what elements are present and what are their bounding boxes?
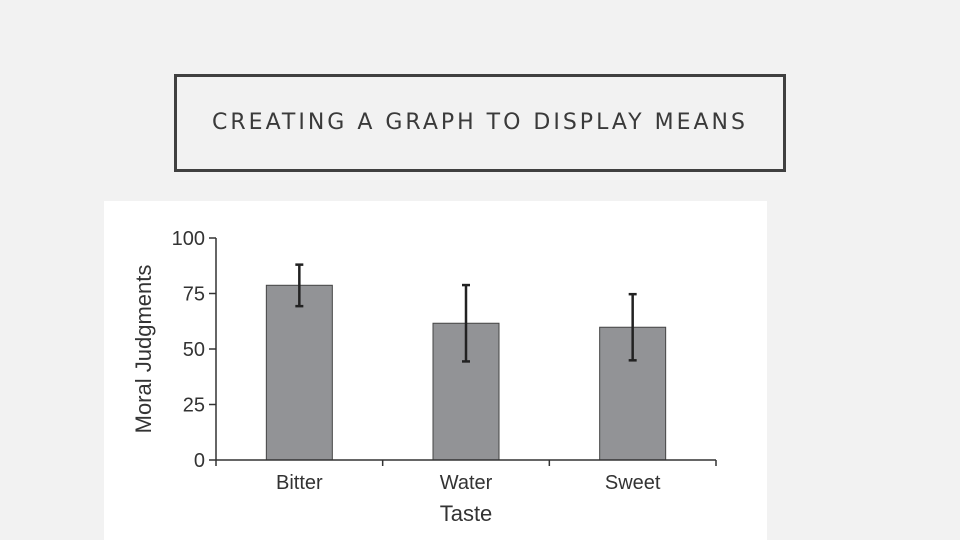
chart-panel: 0 25 50 75 100 Bitter Water Sweet Moral Judgme… <box>104 201 767 540</box>
x-tick-label: Water <box>440 472 493 494</box>
y-axis-title: Moral Judgments <box>131 265 156 434</box>
slide-title-box: CREATING A GRAPH TO DISPLAY MEANS <box>174 74 786 172</box>
y-tick-label: 100 <box>172 228 205 250</box>
bar-bitter <box>265 284 333 461</box>
bars <box>265 284 667 461</box>
bar-chart: 0 25 50 75 100 Bitter Water Sweet Moral Judgme… <box>131 228 717 526</box>
error-bars <box>295 263 637 363</box>
y-axis-ticks: 0 25 50 75 100 <box>172 228 216 472</box>
x-axis-ticks: Bitter Water Sweet <box>215 460 717 494</box>
y-tick-label: 75 <box>183 284 205 306</box>
y-tick-label: 25 <box>183 395 205 417</box>
y-tick-label: 0 <box>194 450 205 472</box>
x-tick-label: Bitter <box>276 472 323 494</box>
x-axis-title: Taste <box>440 501 493 526</box>
x-tick-label: Sweet <box>605 472 661 494</box>
slide-title: CREATING A GRAPH TO DISPLAY MEANS <box>212 110 748 135</box>
y-tick-label: 50 <box>183 339 205 361</box>
